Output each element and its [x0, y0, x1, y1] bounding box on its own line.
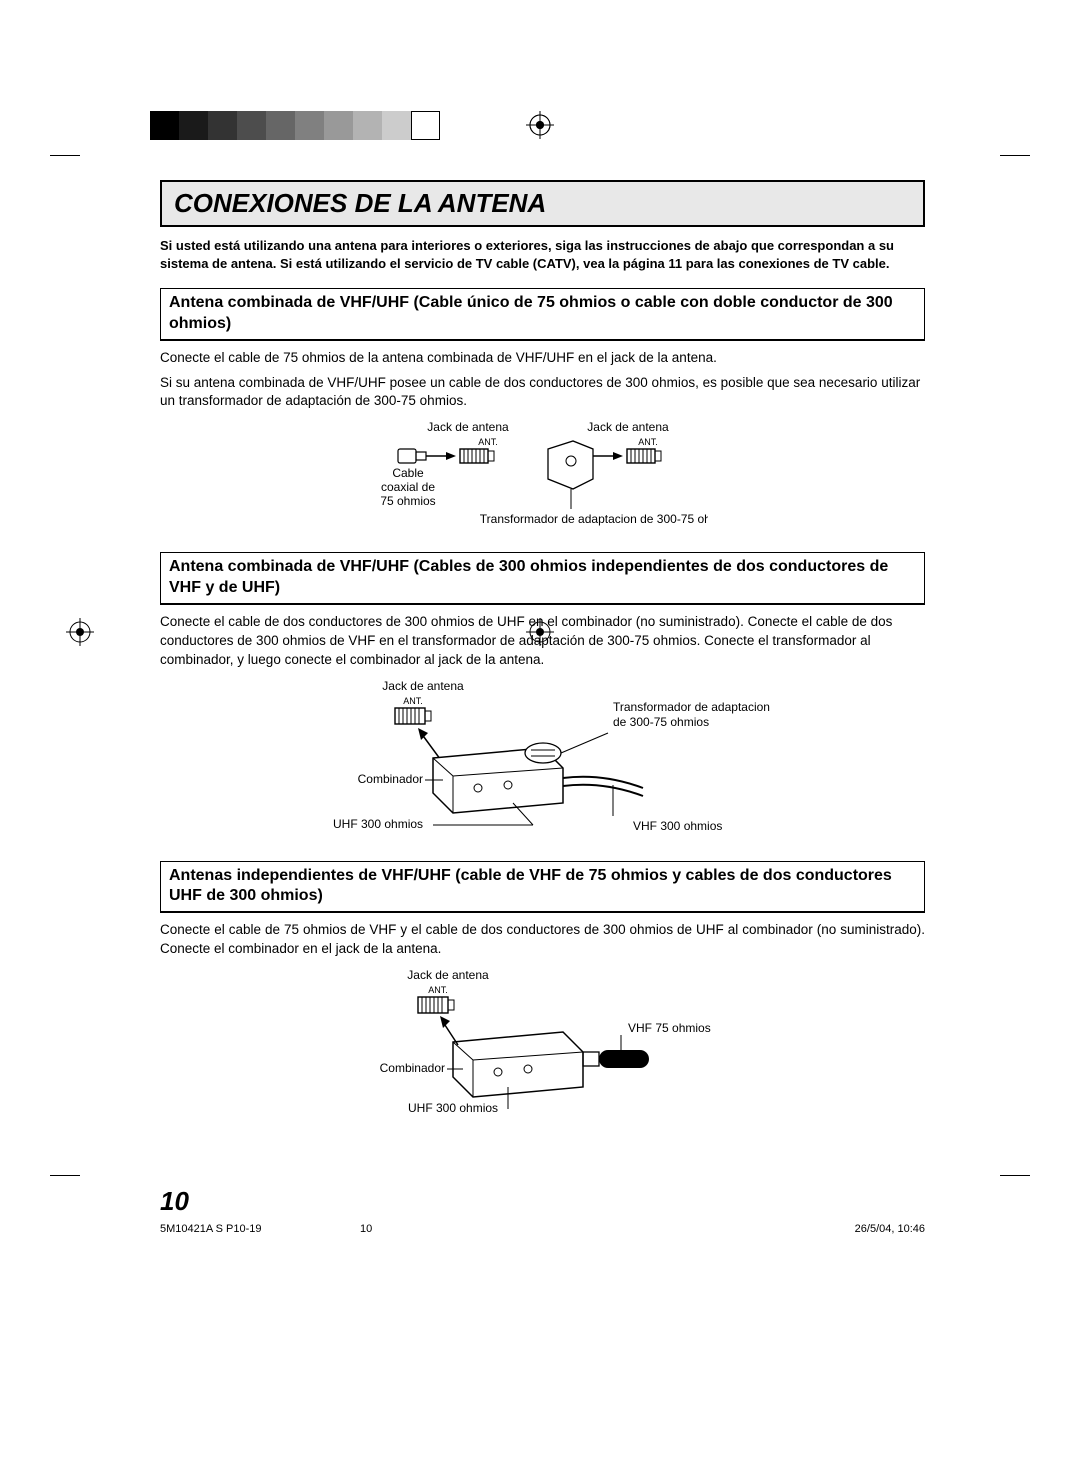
registration-mark-bottom: [526, 111, 554, 139]
svg-text:Jack de antena: Jack de antena: [382, 679, 464, 693]
svg-text:Jack de antena: Jack de antena: [427, 420, 509, 434]
section3-p1: Conecte el cable de 75 ohmios de VHF y e…: [160, 921, 925, 959]
section1-p2: Si su antena combinada de VHF/UHF posee …: [160, 374, 925, 412]
grayscale-swatches: [150, 111, 440, 140]
svg-text:ANT.: ANT.: [478, 437, 498, 447]
section2-p1: Conecte el cable de dos conductores de 3…: [160, 613, 925, 670]
footer-page: 10: [360, 1223, 372, 1235]
section3-heading: Antenas independientes de VHF/UHF (cable…: [160, 861, 925, 914]
section1-heading: Antena combinada de VHF/UHF (Cable único…: [160, 288, 925, 341]
svg-text:UHF 300 ohmios: UHF 300 ohmios: [408, 1101, 498, 1115]
intro-text: Si usted está utilizando una antena para…: [160, 237, 925, 272]
svg-text:ANT.: ANT.: [428, 985, 448, 995]
svg-text:Transformador de adaptacion: Transformador de adaptacion: [613, 700, 770, 714]
page-number: 10: [160, 1186, 925, 1217]
svg-text:de 300-75 ohmios: de 300-75 ohmios: [613, 715, 709, 729]
svg-text:Cable: Cable: [392, 466, 424, 480]
footer-doc-id: 5M10421A S P10-19: [160, 1223, 262, 1235]
svg-text:75 ohmios: 75 ohmios: [380, 494, 435, 508]
svg-text:UHF 300 ohmios: UHF 300 ohmios: [333, 817, 423, 831]
svg-text:Jack de antena: Jack de antena: [587, 420, 669, 434]
title-box: CONEXIONES DE LA ANTENA: [160, 180, 925, 227]
footer: 5M10421A S P10-19 10 26/5/04, 10:46: [160, 1223, 925, 1235]
footer-date: 26/5/04, 10:46: [855, 1223, 925, 1235]
section3-diagram: Jack de antena ANT. VHF 75 ohmi: [160, 967, 925, 1120]
svg-text:VHF 300 ohmios: VHF 300 ohmios: [633, 819, 722, 833]
section2-diagram: Jack de antena ANT. Tran: [160, 678, 925, 841]
section1-p1: Conecte el cable de 75 ohmios de la ante…: [160, 349, 925, 368]
svg-text:VHF 75 ohmios: VHF 75 ohmios: [628, 1021, 711, 1035]
svg-text:ANT.: ANT.: [403, 696, 423, 706]
svg-text:Combinador: Combinador: [357, 772, 422, 786]
page-content: CONEXIONES DE LA ANTENA Si usted está ut…: [160, 180, 925, 1217]
section2-heading: Antena combinada de VHF/UHF (Cables de 3…: [160, 552, 925, 605]
page-title: CONEXIONES DE LA ANTENA: [174, 188, 911, 219]
section1-diagram: Jack de antena ANT. Cable coaxial de 75 …: [160, 419, 925, 532]
svg-text:Combinador: Combinador: [379, 1061, 444, 1075]
svg-text:Jack de antena: Jack de antena: [407, 968, 489, 982]
svg-text:coaxial de: coaxial de: [380, 480, 434, 494]
svg-text:ANT.: ANT.: [638, 437, 658, 447]
registration-mark-left: [66, 618, 94, 646]
svg-text:Transformador de adaptacion de: Transformador de adaptacion de 300-75 oh…: [479, 512, 707, 526]
crop-marks-top: [50, 155, 1030, 156]
